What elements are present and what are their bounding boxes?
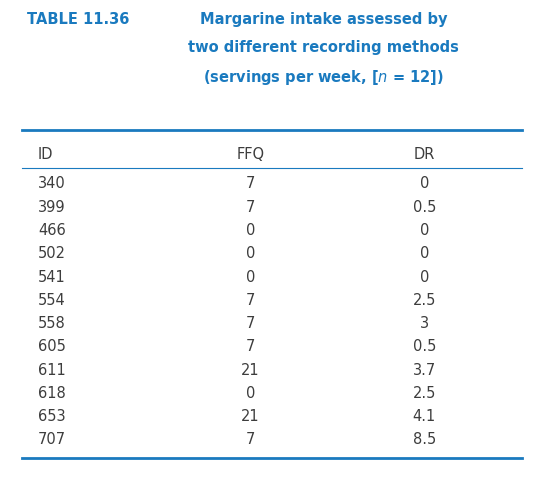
Text: 558: 558 [38,316,66,331]
Text: 0: 0 [419,223,429,238]
Text: (servings per week, [$n$ = 12]): (servings per week, [$n$ = 12]) [203,68,444,87]
Text: 611: 611 [38,363,66,378]
Text: 2.5: 2.5 [413,386,436,401]
Text: 0: 0 [245,270,255,285]
Text: 21: 21 [241,409,259,424]
Text: 554: 554 [38,293,66,308]
Text: 0: 0 [245,246,255,261]
Text: 0: 0 [419,246,429,261]
Text: 7: 7 [245,316,255,331]
Text: 4.1: 4.1 [413,409,436,424]
Text: 7: 7 [245,293,255,308]
Text: 0: 0 [245,386,255,401]
Text: 0: 0 [245,223,255,238]
Text: 0: 0 [419,176,429,192]
Text: 605: 605 [38,339,66,354]
Text: 340: 340 [38,176,66,192]
Text: 8.5: 8.5 [413,432,436,447]
Text: two different recording methods: two different recording methods [188,40,459,55]
Text: 0: 0 [419,270,429,285]
Text: FFQ: FFQ [236,147,264,162]
Text: 0.5: 0.5 [413,200,436,215]
Text: 21: 21 [241,363,259,378]
Text: 7: 7 [245,432,255,447]
Text: 7: 7 [245,339,255,354]
Text: DR: DR [413,147,435,162]
Text: 7: 7 [245,176,255,192]
Text: TABLE 11.36: TABLE 11.36 [27,12,129,27]
Text: 466: 466 [38,223,66,238]
Text: 399: 399 [38,200,66,215]
Text: 707: 707 [38,432,66,447]
Text: ID: ID [38,147,53,162]
Text: 653: 653 [38,409,66,424]
Text: 3.7: 3.7 [413,363,436,378]
Text: 3: 3 [420,316,429,331]
Text: 7: 7 [245,200,255,215]
Text: Margarine intake assessed by: Margarine intake assessed by [200,12,447,27]
Text: 502: 502 [38,246,66,261]
Text: 0.5: 0.5 [413,339,436,354]
Text: 2.5: 2.5 [413,293,436,308]
Text: 541: 541 [38,270,66,285]
Text: 618: 618 [38,386,66,401]
